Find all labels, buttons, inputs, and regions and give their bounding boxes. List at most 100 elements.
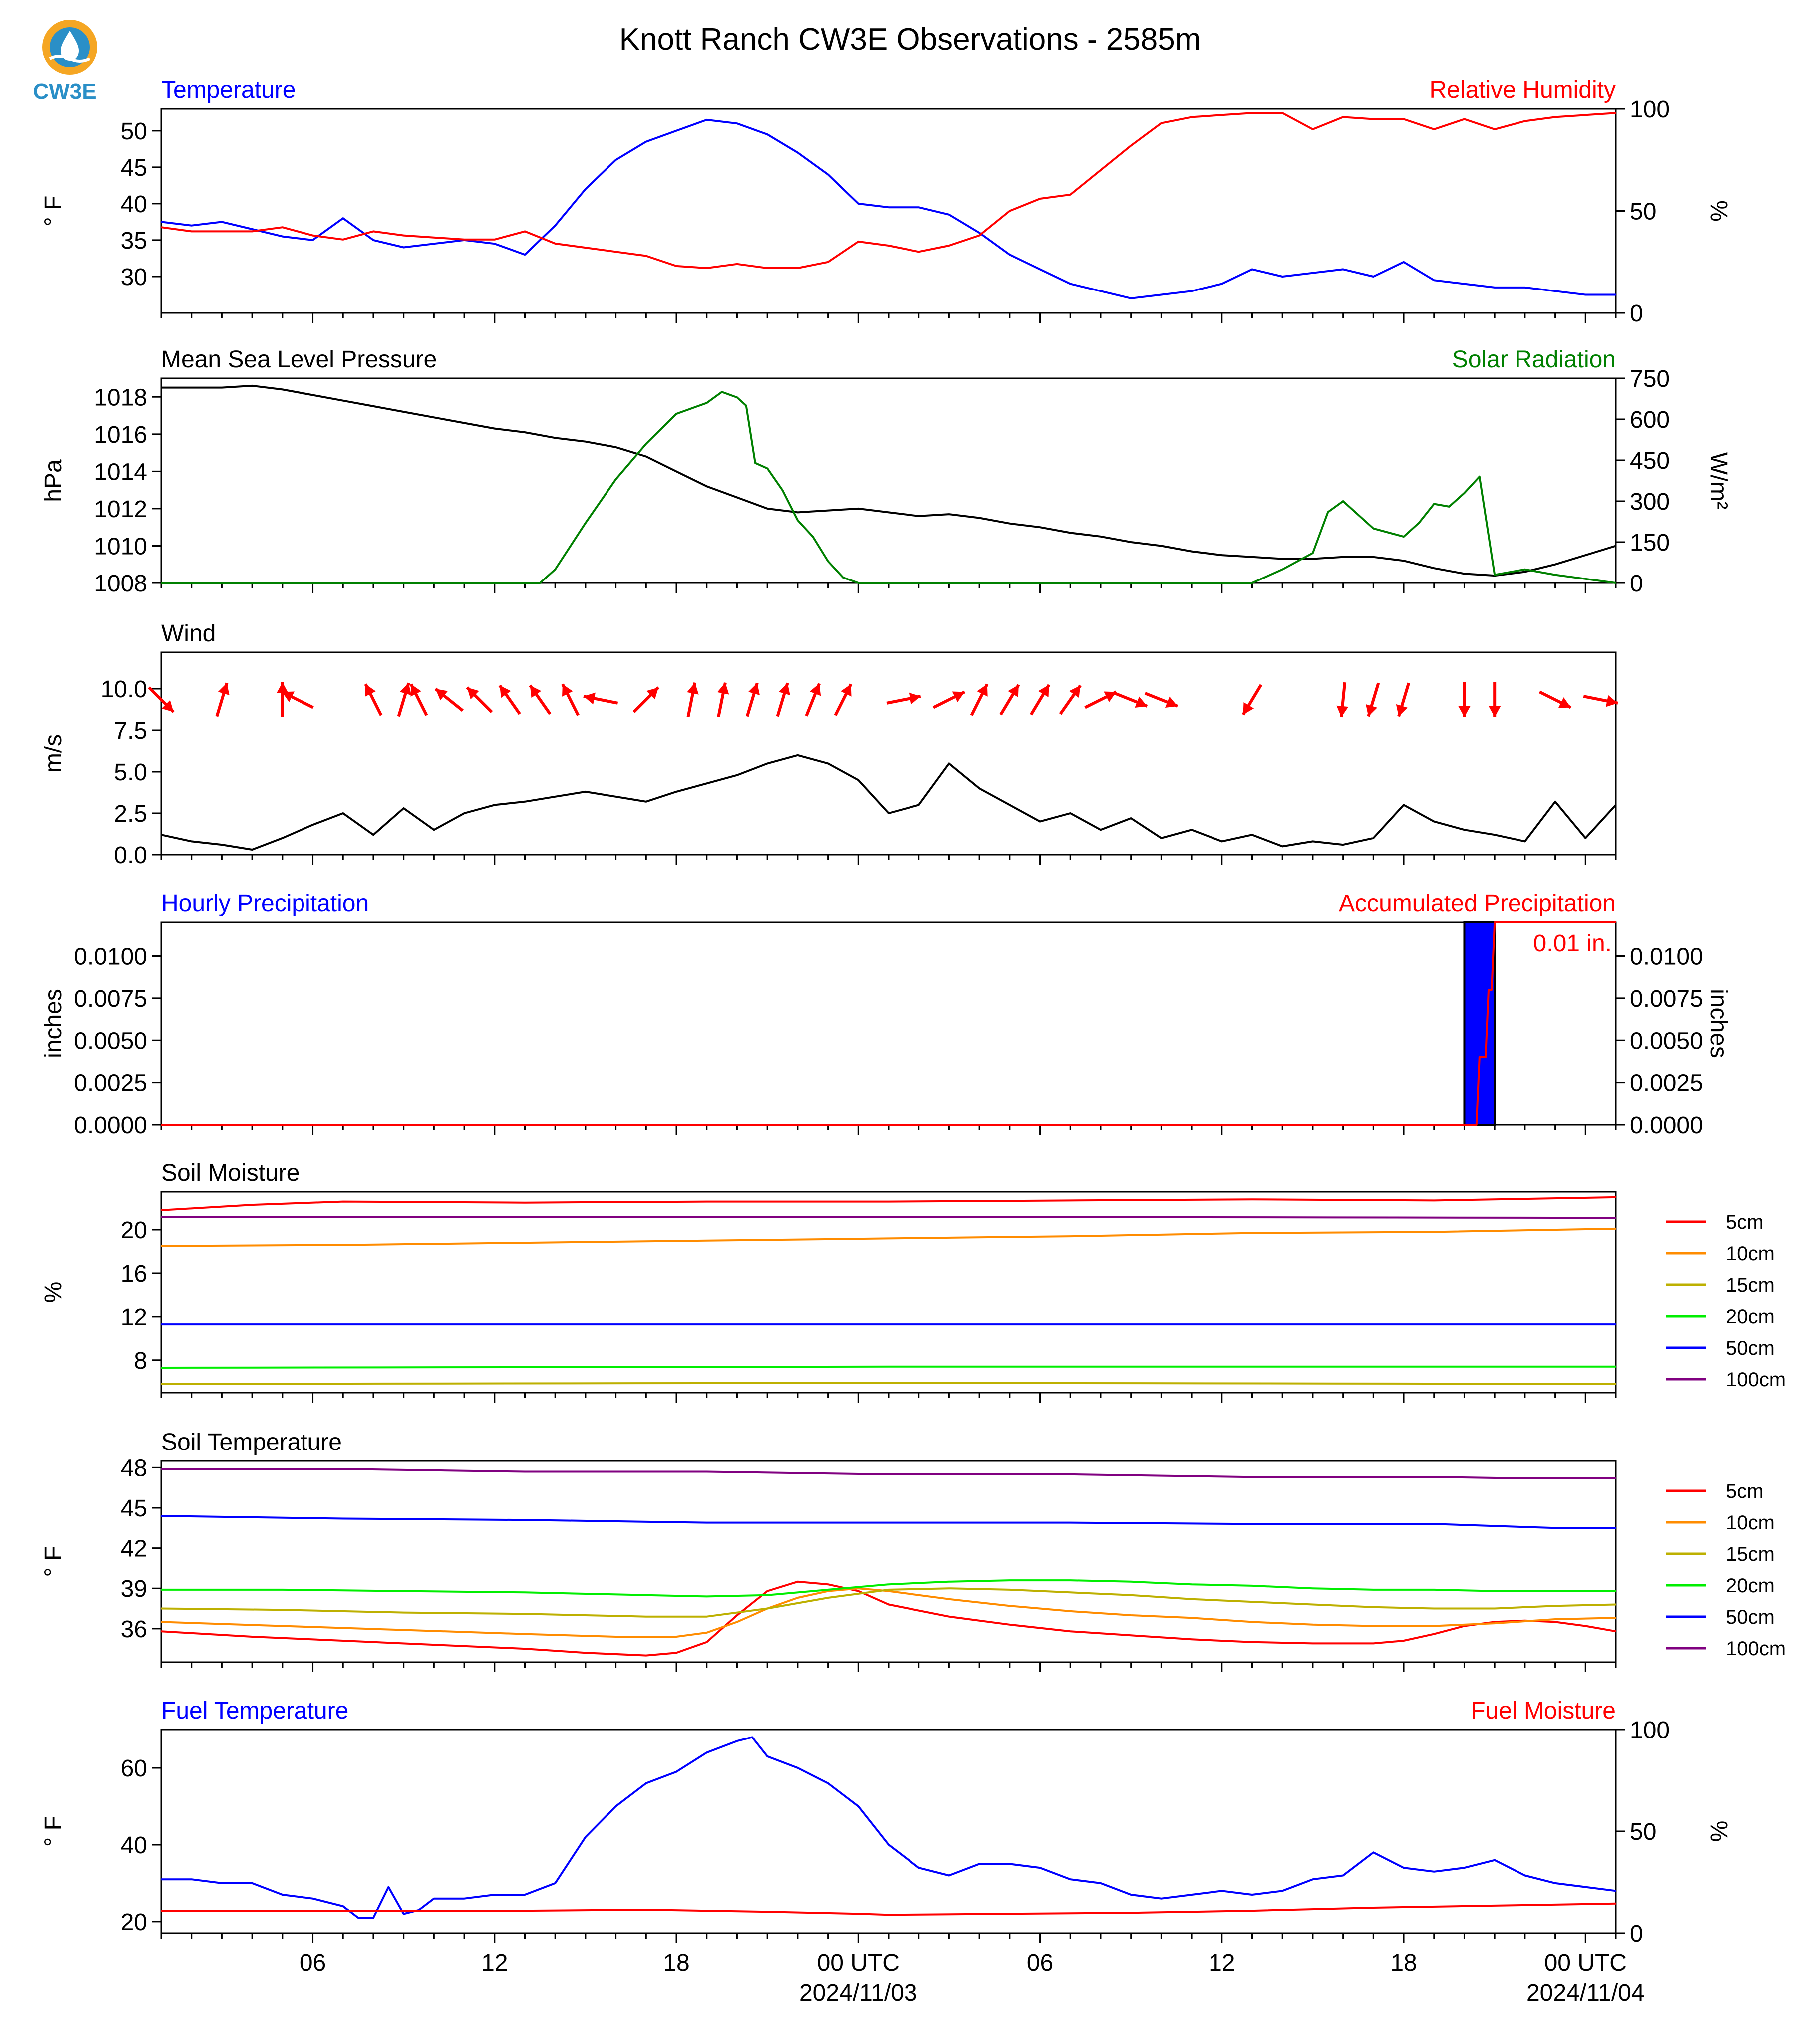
plot-frame bbox=[160, 921, 1617, 1126]
y-tick-label: 0.0025 bbox=[74, 1070, 147, 1097]
wind-arrowhead bbox=[435, 689, 448, 701]
y-tick-label: 16 bbox=[121, 1261, 147, 1287]
series-line bbox=[161, 1579, 1616, 1598]
soil-moisture-panel: 8 12 16 20% 5cm 10cm 15cm 20cm 50cm 100cm Soil Moi… bbox=[40, 1160, 1786, 1403]
wind-arrowhead bbox=[218, 683, 230, 695]
logo-text: CW3E bbox=[33, 79, 96, 104]
y-axis-label: hPa bbox=[40, 459, 67, 502]
series-line bbox=[161, 384, 1616, 577]
wind-arrowhead bbox=[1008, 684, 1019, 698]
wind-arrowhead bbox=[410, 684, 421, 697]
y-tick-label: 45 bbox=[121, 1495, 147, 1522]
y-tick-label-right: 300 bbox=[1630, 489, 1670, 515]
y-tick-label-right: 100 bbox=[1630, 96, 1670, 123]
series-line bbox=[161, 1515, 1616, 1529]
legend-label: 10cm bbox=[1726, 1243, 1775, 1265]
y-tick-label: 40 bbox=[121, 1832, 147, 1859]
legend-label: 50cm bbox=[1726, 1606, 1775, 1628]
wind-arrowhead bbox=[399, 683, 411, 695]
series-line bbox=[161, 1227, 1616, 1247]
legend-label: 100cm bbox=[1726, 1638, 1786, 1660]
wind-panel: 0.0 2.5 5.0 7.5 10.0 m/s Wind bbox=[40, 620, 1618, 869]
y-tick-label: 39 bbox=[121, 1576, 147, 1602]
y-tick-label-right: 0.0075 bbox=[1630, 986, 1703, 1012]
x-tick-label: 00 UTC bbox=[817, 1950, 900, 1976]
y-axis-label: % bbox=[40, 1282, 67, 1303]
x-date-label: 2024/11/04 bbox=[1526, 1980, 1645, 2006]
fuel-panel: 20 40 60 0 50 100 ° F % Fuel Temperature Fuel Moi… bbox=[40, 1698, 1732, 2006]
y-tick-label-right: 100 bbox=[1630, 1717, 1670, 1743]
legend-label: 20cm bbox=[1726, 1575, 1775, 1597]
wind-arrowhead bbox=[717, 682, 729, 695]
wind-arrowhead bbox=[530, 685, 542, 698]
y-tick-label: 0.0 bbox=[114, 842, 147, 869]
series-line bbox=[161, 1382, 1616, 1385]
legend-label: 10cm bbox=[1726, 1512, 1775, 1534]
y-tick-label: 48 bbox=[121, 1455, 147, 1481]
series-line bbox=[161, 1196, 1616, 1211]
y-tick-label-right: 0 bbox=[1630, 300, 1643, 327]
panel-title: Wind bbox=[161, 620, 216, 647]
wind-arrowhead bbox=[467, 687, 479, 700]
x-tick-label: 06 bbox=[1027, 1950, 1053, 1976]
y-tick-label-right: 0 bbox=[1630, 1921, 1643, 1947]
y-axis-label-right: % bbox=[1705, 1821, 1732, 1842]
y-tick-label: 1012 bbox=[94, 496, 147, 523]
y-tick-label: 60 bbox=[121, 1755, 147, 1782]
series-line bbox=[161, 112, 1616, 269]
plot-frame bbox=[160, 108, 1617, 314]
y-tick-label: 12 bbox=[121, 1304, 147, 1331]
y-tick-label-right: 50 bbox=[1630, 199, 1656, 225]
y-tick-label-right: 0.0000 bbox=[1630, 1112, 1703, 1139]
x-tick-label: 00 UTC bbox=[1544, 1950, 1627, 1976]
y-tick-label-right: 0 bbox=[1630, 571, 1643, 597]
y-tick-label: 20 bbox=[121, 1909, 147, 1936]
y-tick-label: 36 bbox=[121, 1616, 147, 1643]
panel-title-right: Fuel Moisture bbox=[1471, 1698, 1616, 1724]
y-axis-label-right: % bbox=[1705, 200, 1732, 222]
panel-title: Soil Temperature bbox=[161, 1429, 342, 1455]
x-tick-label: 12 bbox=[1209, 1950, 1235, 1976]
wind-arrowhead bbox=[1243, 702, 1254, 715]
wind-arrowhead bbox=[583, 692, 596, 705]
panel-title-right: Accumulated Precipitation bbox=[1339, 890, 1616, 917]
y-tick-label-right: 0.0050 bbox=[1630, 1028, 1703, 1054]
wind-arrowhead bbox=[1458, 706, 1471, 717]
series-line bbox=[161, 921, 1616, 1126]
wind-arrowhead bbox=[809, 683, 821, 696]
wind-arrowhead bbox=[1038, 684, 1049, 698]
legend-label: 5cm bbox=[1726, 1480, 1764, 1502]
y-axis-label: m/s bbox=[40, 734, 67, 773]
precipitation-panel: 0.0000 0.0025 0.0050 0.0075 0.0100 0.0000 0.00… bbox=[40, 890, 1732, 1139]
wind-arrowhead bbox=[1069, 685, 1081, 698]
y-tick-label: 1018 bbox=[94, 384, 147, 411]
y-tick-label-right: 50 bbox=[1630, 1819, 1656, 1845]
y-tick-label: 7.5 bbox=[114, 718, 147, 744]
x-date-label: 2024/11/03 bbox=[799, 1980, 917, 2006]
plot-frame bbox=[160, 1729, 1617, 1934]
chart-title: Knott Ranch CW3E Observations - 2585m bbox=[619, 22, 1201, 57]
wind-arrowhead bbox=[500, 685, 511, 698]
legend-label: 50cm bbox=[1726, 1337, 1775, 1359]
y-axis-label: ° F bbox=[40, 196, 67, 227]
y-axis-label: ° F bbox=[40, 1816, 67, 1847]
y-tick-label: 1010 bbox=[94, 533, 147, 560]
legend-label: 15cm bbox=[1726, 1274, 1775, 1296]
y-tick-label-right: 0.0100 bbox=[1630, 944, 1703, 970]
wind-arrowhead bbox=[282, 691, 295, 702]
y-tick-label-right: 150 bbox=[1630, 530, 1670, 556]
y-tick-label: 8 bbox=[134, 1348, 147, 1374]
wind-arrowhead bbox=[778, 683, 790, 695]
y-tick-label: 30 bbox=[121, 264, 147, 290]
series-line bbox=[161, 391, 1616, 584]
y-axis-label-right: inches bbox=[1705, 989, 1732, 1058]
y-tick-label: 5.0 bbox=[114, 759, 147, 786]
series-line bbox=[161, 118, 1616, 299]
series-line bbox=[161, 1587, 1616, 1638]
wind-arrowhead bbox=[365, 684, 376, 697]
wind-arrowhead bbox=[748, 683, 760, 695]
y-tick-label-right: 600 bbox=[1630, 407, 1670, 433]
y-tick-label: 10.0 bbox=[101, 676, 147, 703]
plot-frame bbox=[160, 1460, 1617, 1663]
panel-title: Soil Moisture bbox=[161, 1160, 300, 1186]
